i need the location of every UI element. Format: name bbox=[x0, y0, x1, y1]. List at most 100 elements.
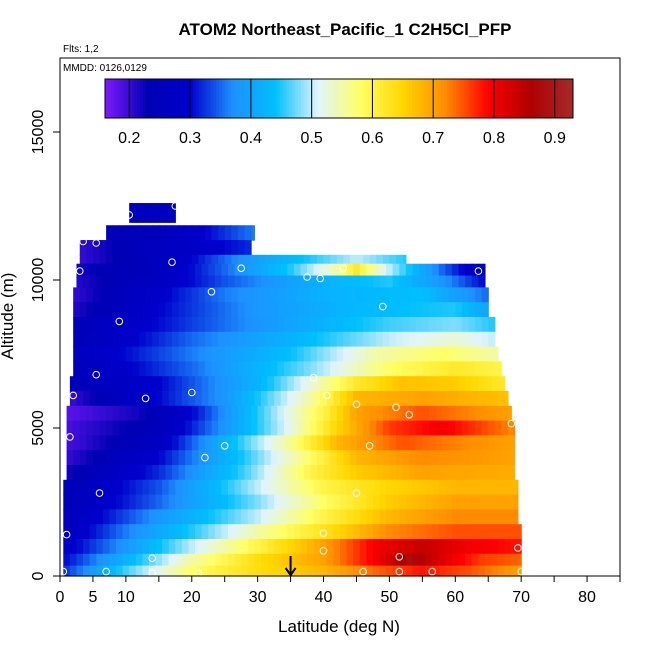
heatmap-cell bbox=[498, 553, 506, 570]
heatmap-cell bbox=[148, 391, 157, 407]
heatmap-cell bbox=[155, 479, 163, 496]
heatmap-cell bbox=[504, 539, 512, 555]
heatmap-cell bbox=[264, 346, 272, 362]
heatmap-cell bbox=[168, 509, 176, 525]
colorbar-swatch bbox=[552, 79, 556, 118]
colorbar-swatch bbox=[511, 79, 515, 118]
heatmap-cell bbox=[139, 331, 147, 348]
heatmap-cell bbox=[165, 420, 173, 436]
colorbar-swatch bbox=[473, 79, 477, 118]
heatmap-cell bbox=[438, 553, 447, 570]
heatmap-cell bbox=[353, 494, 361, 510]
heatmap-cell bbox=[382, 331, 391, 348]
heatmap-cell bbox=[188, 275, 196, 291]
heatmap-cell bbox=[188, 479, 196, 496]
heatmap-cell bbox=[313, 376, 321, 392]
heatmap-cell bbox=[435, 465, 443, 481]
heatmap-cell bbox=[251, 465, 259, 481]
heatmap-cell bbox=[399, 391, 407, 407]
colorbar-swatch bbox=[429, 79, 434, 118]
heatmap-cell bbox=[481, 435, 489, 451]
heatmap-cell bbox=[218, 405, 226, 422]
heatmap-cell bbox=[92, 287, 101, 303]
heatmap-cell bbox=[178, 317, 186, 333]
heatmap-cell bbox=[125, 361, 134, 377]
heatmap-cell bbox=[356, 302, 364, 318]
heatmap-cell bbox=[198, 420, 206, 436]
heatmap-cell bbox=[475, 331, 483, 348]
heatmap-cell bbox=[343, 450, 351, 466]
heatmap-cell bbox=[376, 420, 384, 436]
heatmap-cell bbox=[237, 302, 246, 318]
heatmap-cell bbox=[86, 302, 94, 318]
heatmap-cell bbox=[221, 479, 229, 496]
heatmap-cell bbox=[323, 361, 331, 377]
heatmap-cell bbox=[214, 479, 223, 496]
colorbar-swatch bbox=[113, 79, 118, 118]
heatmap-cell bbox=[73, 317, 81, 333]
heatmap-cell bbox=[152, 346, 160, 362]
heatmap-cell bbox=[330, 435, 338, 451]
colorbar-swatch bbox=[485, 79, 489, 118]
heatmap-cell bbox=[260, 553, 269, 570]
heatmap-cell bbox=[422, 465, 430, 481]
heatmap-cell bbox=[379, 565, 387, 577]
heatmap-cell bbox=[165, 331, 173, 348]
heatmap-cell bbox=[336, 465, 344, 481]
colorbar-swatch bbox=[169, 79, 173, 118]
heatmap-cell bbox=[237, 405, 246, 422]
heatmap-cell bbox=[435, 450, 443, 466]
heatmap-cell bbox=[224, 331, 232, 348]
heatmap-cell bbox=[63, 479, 71, 496]
heatmap-cell bbox=[511, 509, 519, 525]
heatmap-cell bbox=[228, 494, 236, 510]
colorbar-swatch bbox=[227, 79, 232, 118]
heatmap-cell bbox=[419, 565, 427, 577]
heatmap-cell bbox=[76, 509, 84, 525]
heatmap-cell bbox=[79, 465, 87, 481]
heatmap-cell bbox=[435, 420, 443, 436]
heatmap-cell bbox=[455, 361, 463, 377]
heatmap-cell bbox=[323, 346, 331, 362]
heatmap-cell bbox=[267, 565, 275, 577]
heatmap-cell bbox=[251, 225, 255, 241]
heatmap-cell bbox=[106, 361, 114, 377]
heatmap-cell bbox=[303, 465, 311, 481]
heatmap-cell bbox=[346, 553, 354, 570]
heatmap-cell bbox=[86, 240, 94, 256]
heatmap-cell bbox=[290, 420, 298, 436]
heatmap-cell bbox=[419, 479, 427, 496]
sample-point bbox=[319, 547, 328, 555]
heatmap-cell bbox=[280, 391, 288, 407]
colorbar-swatch bbox=[315, 79, 320, 118]
heatmap-cell bbox=[116, 553, 124, 570]
heatmap-cell bbox=[241, 376, 249, 392]
heatmap-cell bbox=[254, 524, 262, 540]
x-tick-label: 80 bbox=[578, 589, 596, 606]
heatmap-cell bbox=[366, 553, 374, 570]
heatmap-cell bbox=[386, 553, 394, 570]
heatmap-cell bbox=[478, 539, 486, 555]
heatmap-cell bbox=[297, 420, 305, 436]
heatmap-cell bbox=[165, 465, 173, 481]
heatmap-cell bbox=[419, 524, 427, 540]
heatmap-cell bbox=[415, 435, 423, 451]
heatmap-cell bbox=[198, 240, 206, 256]
sample-point bbox=[79, 237, 87, 246]
heatmap-cell bbox=[221, 494, 229, 510]
heatmap-cell bbox=[208, 479, 216, 496]
heatmap-cell bbox=[313, 479, 321, 496]
heatmap-cell bbox=[142, 391, 150, 407]
heatmap-cell bbox=[145, 420, 153, 436]
heatmap-cell bbox=[73, 465, 81, 481]
heatmap-cell bbox=[323, 405, 331, 422]
heatmap-cell bbox=[92, 317, 101, 333]
heatmap-cell bbox=[165, 225, 173, 241]
heatmap-cell bbox=[471, 479, 479, 496]
heatmap-row bbox=[66, 420, 516, 436]
heatmap-cell bbox=[363, 302, 371, 318]
heatmap-cell bbox=[353, 376, 361, 392]
colorbar-swatch bbox=[321, 79, 325, 118]
heatmap-cell bbox=[491, 565, 499, 577]
